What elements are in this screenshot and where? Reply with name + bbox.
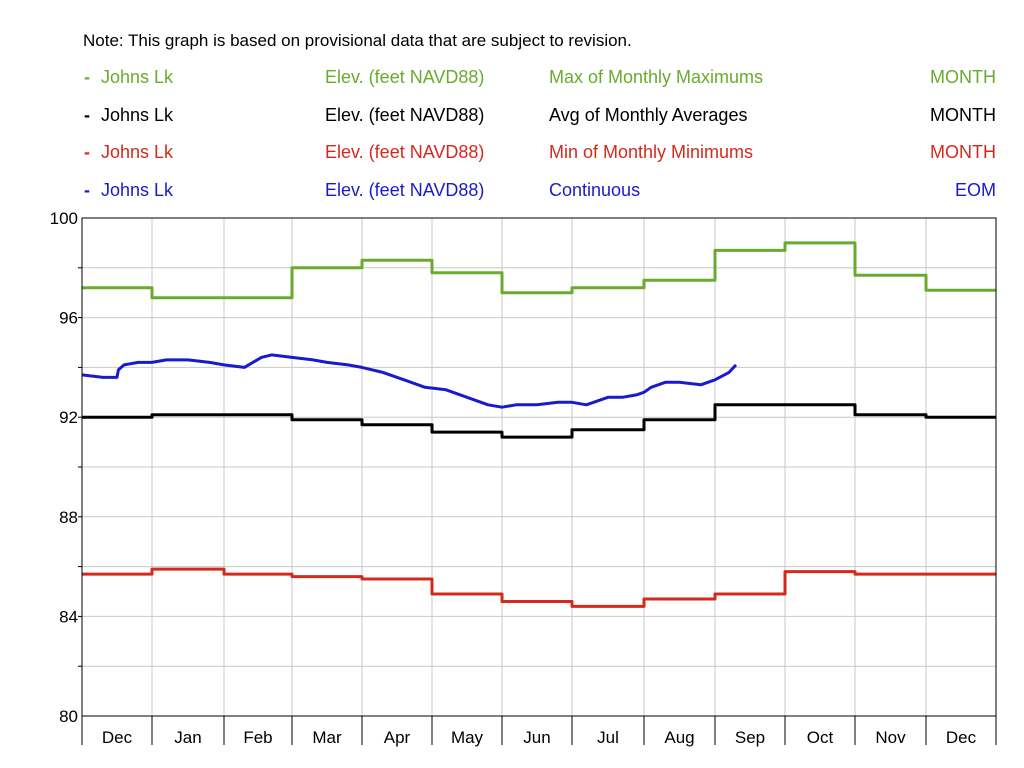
legend-row-max: - Johns Lk Elev. (feet NAVD88) Max of Mo… xyxy=(84,67,996,91)
x-tick-label: Jul xyxy=(597,728,619,747)
y-axis-ticks: 100 96 92 88 84 80 xyxy=(50,209,82,726)
legend-dash: - xyxy=(84,105,90,125)
legend-site: Johns Lk xyxy=(101,67,174,87)
legend-statistic: Min of Monthly Minimums xyxy=(549,142,754,162)
legend-site: Johns Lk xyxy=(101,105,174,125)
legend-parameter: Elev. (feet NAVD88) xyxy=(325,142,485,162)
legend-period: MONTH xyxy=(930,142,996,162)
legend-parameter: Elev. (feet NAVD88) xyxy=(325,180,485,200)
y-tick-label: 100 xyxy=(50,209,78,228)
legend-site: Johns Lk xyxy=(101,142,174,162)
x-tick-label: Jun xyxy=(523,728,550,747)
legend-parameter: Elev. (feet NAVD88) xyxy=(325,105,485,125)
y-tick-label: 80 xyxy=(59,707,78,726)
legend-row-continuous: - Johns Lk Elev. (feet NAVD88) Continuou… xyxy=(84,180,996,204)
series-continuous xyxy=(81,353,738,409)
legend-row-min: - Johns Lk Elev. (feet NAVD88) Min of Mo… xyxy=(84,142,996,166)
x-tick-label: Feb xyxy=(243,728,272,747)
x-tick-label: May xyxy=(451,728,484,747)
legend-period: EOM xyxy=(954,180,996,200)
y-tick-label: 96 xyxy=(59,309,78,328)
series-min-of-monthly-minimums xyxy=(82,567,996,608)
x-tick-label: Nov xyxy=(875,728,906,747)
legend-statistic: Continuous xyxy=(549,180,641,200)
y-tick-label: 84 xyxy=(59,607,78,626)
x-tick-label: Apr xyxy=(384,728,411,747)
legend-dash: - xyxy=(84,142,90,162)
y-tick-label: 88 xyxy=(59,508,78,527)
series-lines xyxy=(81,241,996,608)
legend-period: MONTH xyxy=(930,67,996,87)
legend-statistic: Avg of Monthly Averages xyxy=(549,105,748,125)
x-tick-label: Dec xyxy=(102,728,133,747)
chart-note: Note: This graph is based on provisional… xyxy=(83,31,632,50)
legend-statistic: Max of Monthly Maximums xyxy=(549,67,764,87)
x-axis-ticks: Dec Jan Feb Mar Apr May Jun Jul Aug Sep Oct Nov Dec xyxy=(81,716,997,747)
legend-dash: - xyxy=(84,67,90,87)
x-tick-label: Jan xyxy=(174,728,201,747)
x-tick-label: Dec xyxy=(946,728,977,747)
y-tick-label: 92 xyxy=(59,408,78,427)
legend-row-avg: - Johns Lk Elev. (feet NAVD88) Avg of Mo… xyxy=(84,105,996,129)
x-tick-label: Sep xyxy=(735,728,765,747)
x-tick-label: Oct xyxy=(807,728,834,747)
series-max-of-monthly-maximums xyxy=(82,241,996,300)
legend-parameter: Elev. (feet NAVD88) xyxy=(325,67,485,87)
x-tick-label: Aug xyxy=(664,728,694,747)
series-avg-of-monthly-averages xyxy=(82,403,996,439)
x-tick-label: Mar xyxy=(312,728,342,747)
grid xyxy=(82,218,996,716)
legend-site: Johns Lk xyxy=(101,180,174,200)
legend-period: MONTH xyxy=(930,105,996,125)
legend-dash: - xyxy=(84,180,90,200)
